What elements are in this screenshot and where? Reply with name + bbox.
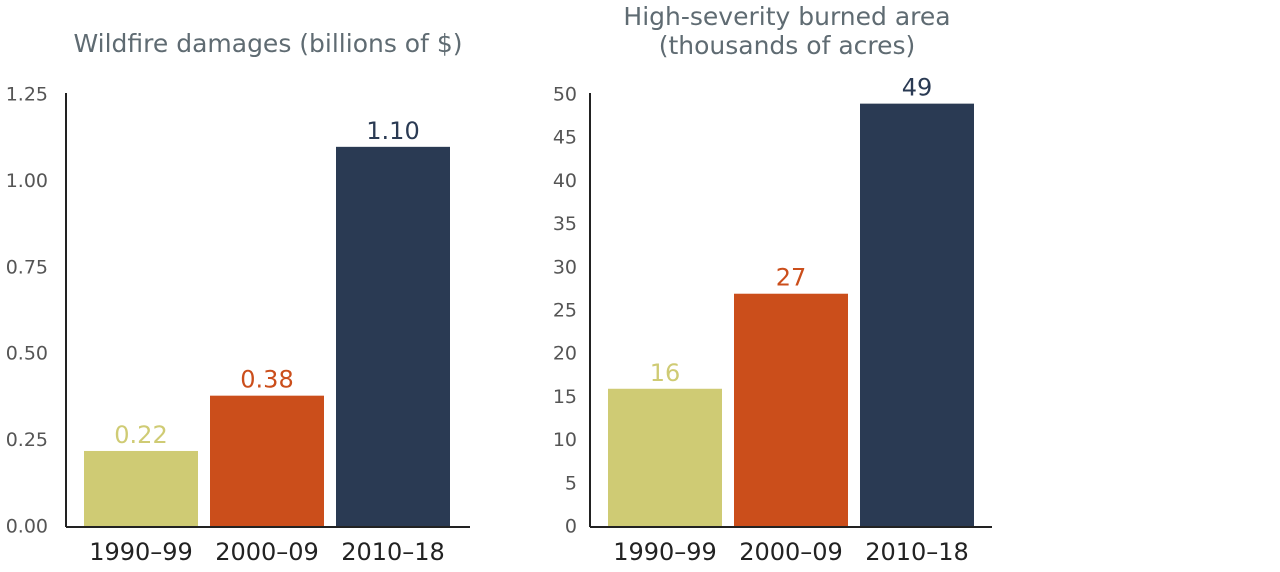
y-tick-label: 15 (553, 386, 577, 408)
bar (734, 293, 848, 527)
bar (84, 450, 198, 527)
y-tick-label: 50 (553, 84, 577, 106)
y-tick-label: 5 (565, 472, 577, 494)
y-tick-label: 20 (553, 343, 577, 365)
y-tick-label: 45 (553, 127, 577, 149)
value-label: 49 (902, 74, 933, 102)
y-tick-label: 40 (553, 170, 577, 192)
bar (860, 103, 974, 527)
y-tick-label: 10 (553, 429, 577, 451)
y-tick-label: 0.25 (6, 429, 48, 451)
chart-title: (thousands of acres) (659, 31, 916, 60)
value-label: 27 (776, 264, 807, 292)
value-label: 0.22 (114, 421, 167, 449)
value-label: 1.10 (366, 117, 419, 145)
y-tick-label: 0.50 (6, 343, 48, 365)
bar (210, 395, 324, 527)
x-tick-label: 1990–99 (89, 538, 193, 566)
y-tick-label: 35 (553, 213, 577, 235)
chart-title: Wildfire damages (billions of $) (73, 29, 462, 58)
y-tick-label: 0.75 (6, 256, 48, 278)
y-tick-label: 1.25 (6, 84, 48, 106)
y-tick-label: 25 (553, 300, 577, 322)
chart-title: High-severity burned area (623, 2, 950, 31)
value-label: 0.38 (240, 366, 293, 394)
value-label: 16 (650, 359, 681, 387)
y-tick-label: 30 (553, 256, 577, 278)
y-tick-label: 1.00 (6, 170, 48, 192)
x-tick-label: 2010–18 (865, 538, 969, 566)
bar (336, 146, 450, 527)
y-tick-label: 0.00 (6, 516, 48, 538)
bar (608, 388, 722, 527)
y-tick-label: 0 (565, 516, 577, 538)
x-tick-label: 2000–09 (739, 538, 843, 566)
x-tick-label: 2010–18 (341, 538, 445, 566)
x-tick-label: 2000–09 (215, 538, 319, 566)
x-tick-label: 1990–99 (613, 538, 717, 566)
